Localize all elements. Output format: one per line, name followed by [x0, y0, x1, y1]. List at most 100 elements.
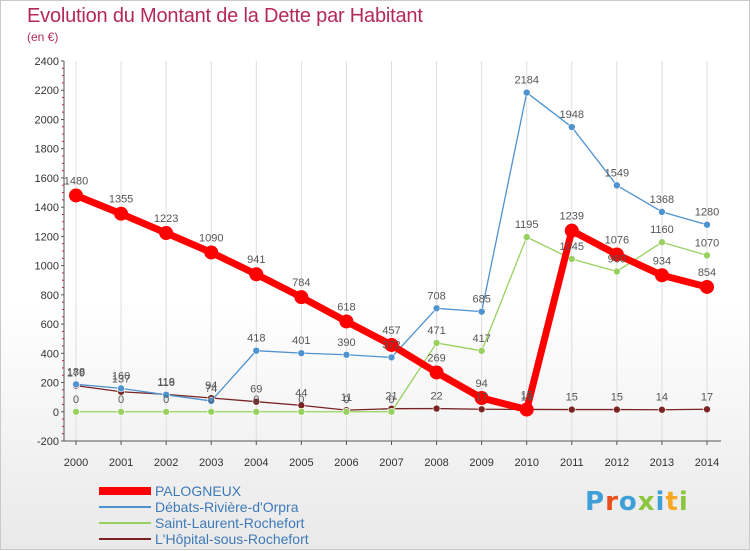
y-tick-label-1200: 1200 — [35, 231, 59, 243]
y-tick-label-1400: 1400 — [35, 202, 59, 214]
series-2-data-label: 1160 — [650, 224, 674, 236]
y-minor-tick — [62, 155, 64, 157]
series-2-data-label: 0 — [388, 394, 394, 406]
series-0-point — [384, 337, 399, 352]
series-3-data-label: 15 — [611, 392, 623, 404]
series-2-point — [117, 407, 125, 416]
y-tick-label-0: 0 — [53, 407, 59, 419]
y-minor-tick — [62, 111, 64, 113]
legend-label: PALOGNEUX — [155, 483, 242, 499]
series-0-point — [429, 365, 444, 380]
series-2-data-label: 1070 — [695, 237, 719, 249]
series-3-data-label: 11 — [341, 392, 352, 404]
series-0-data-label: 94 — [476, 378, 488, 390]
y-minor-tick — [62, 425, 64, 427]
y-minor-tick — [62, 162, 64, 164]
x-tick-label-2012: 2012 — [605, 457, 629, 469]
y-minor-tick — [62, 133, 64, 135]
series-2-data-label: 0 — [253, 394, 259, 406]
series-2-point — [567, 255, 576, 263]
series-2-point — [252, 407, 261, 416]
series-3-data-label: 17 — [701, 391, 713, 403]
series-3-point — [613, 405, 621, 414]
series-2-data-label: 471 — [427, 325, 445, 337]
y-minor-tick — [62, 338, 64, 340]
y-tick-label-200: 200 — [41, 378, 59, 390]
series-1-data-label: 74 — [205, 383, 217, 395]
series-3-data-label: 17 — [476, 391, 488, 403]
series-2-point — [477, 347, 486, 355]
series-2-point — [342, 407, 351, 416]
y-tick-label-1600: 1600 — [35, 173, 59, 185]
series-1-data-label: 188 — [67, 366, 85, 378]
series-0-data-label: 457 — [382, 325, 400, 337]
series-0-data-label: 15 — [521, 390, 533, 402]
y-tick-label-1800: 1800 — [35, 144, 59, 156]
y-minor-tick — [62, 316, 64, 318]
x-tick-label-2002: 2002 — [154, 457, 178, 469]
series-2-point — [162, 407, 170, 416]
y-minor-tick — [62, 279, 64, 281]
y-minor-tick — [62, 418, 64, 420]
legend-swatch — [99, 538, 151, 540]
series-1-point — [207, 397, 216, 405]
series-0-point — [564, 223, 579, 238]
series-2-data-label: 1045 — [560, 241, 584, 253]
series-3-point — [567, 405, 576, 414]
y-minor-tick — [62, 389, 64, 391]
series-1-data-label: 1280 — [695, 207, 719, 219]
legend-swatch — [99, 506, 151, 508]
y-minor-tick — [62, 250, 64, 252]
series-3-data-label: 22 — [430, 391, 442, 403]
series-0-point — [474, 391, 489, 406]
y-minor-tick — [62, 97, 64, 99]
y-minor-tick — [62, 82, 64, 84]
y-minor-tick — [62, 360, 64, 362]
y-minor-tick — [62, 301, 64, 303]
logo-letter: t — [665, 487, 679, 517]
series-3-point — [477, 405, 486, 414]
series-3-data-label: 69 — [250, 384, 262, 396]
logo-letter: i — [678, 487, 689, 517]
series-0-data-label: 1239 — [560, 211, 584, 223]
series-1-data-label: 1368 — [650, 194, 674, 206]
x-tick-label-2001: 2001 — [109, 457, 133, 469]
logo-letter: r — [605, 487, 619, 517]
y-minor-tick — [62, 170, 64, 172]
series-1-point — [477, 307, 486, 316]
y-minor-tick — [62, 330, 64, 332]
series-2-point — [72, 407, 80, 416]
series-2-data-label: 960 — [608, 253, 626, 265]
y-minor-tick — [62, 257, 64, 259]
y-minor-tick — [62, 272, 64, 274]
series-0-data-label: 1355 — [109, 194, 133, 206]
series-0-point — [69, 188, 83, 203]
series-0-data-label: 618 — [337, 301, 355, 313]
chart-subtitle: (en €) — [27, 30, 59, 44]
series-2-data-label: 0 — [118, 394, 124, 406]
series-1-data-label: 160 — [112, 370, 130, 382]
logo-letter: x — [637, 487, 656, 517]
series-0-data-label: 784 — [292, 277, 310, 289]
y-minor-tick — [62, 374, 64, 376]
y-tick-label-2200: 2200 — [35, 85, 59, 97]
series-0-point — [114, 206, 129, 221]
y-tick-label--200: -200 — [37, 436, 59, 448]
series-2-point — [613, 267, 621, 276]
legend-label: Débats-Rivière-d'Orpra — [155, 499, 299, 515]
series-2-data-label: 0 — [208, 394, 214, 406]
x-tick-label-2008: 2008 — [424, 457, 448, 469]
series-1-point — [567, 123, 576, 131]
series-3-point — [252, 397, 261, 406]
y-tick-label-2400: 2400 — [35, 56, 59, 68]
series-1-point — [703, 220, 711, 229]
series-0-data-label: 1076 — [605, 235, 629, 247]
series-0-data-label: 1480 — [64, 175, 88, 187]
series-2-point — [207, 407, 216, 416]
logo-letter: P — [585, 487, 606, 517]
y-minor-tick — [62, 75, 64, 77]
series-2-data-label: 417 — [472, 333, 490, 345]
y-minor-tick — [62, 287, 64, 289]
series-0-data-label: 934 — [653, 255, 671, 267]
